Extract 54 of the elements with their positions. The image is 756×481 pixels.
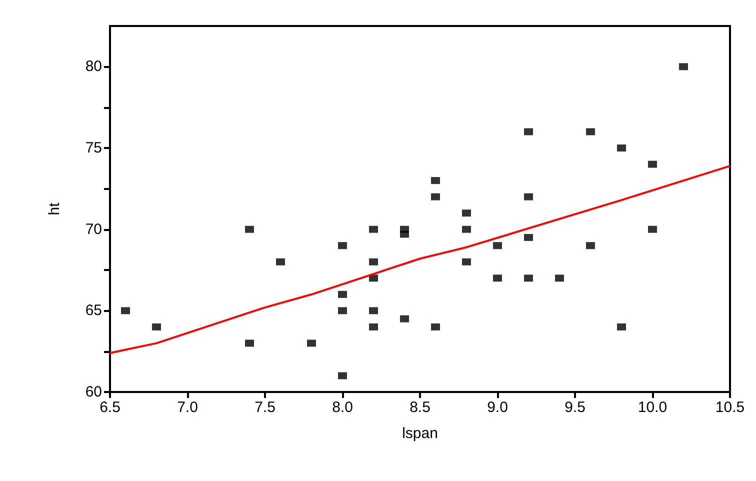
x-tick-label: 7.5 bbox=[254, 399, 276, 416]
point bbox=[648, 226, 657, 233]
point bbox=[307, 340, 316, 347]
point bbox=[245, 226, 254, 233]
point bbox=[338, 372, 347, 380]
point bbox=[524, 193, 533, 200]
y-tick-label: 80 bbox=[85, 58, 102, 76]
point bbox=[586, 128, 595, 136]
point bbox=[369, 226, 378, 233]
y-tick-label: 65 bbox=[85, 302, 102, 320]
y-tick-label: 70 bbox=[85, 220, 102, 238]
point bbox=[369, 274, 378, 282]
point bbox=[121, 307, 130, 314]
point bbox=[245, 340, 254, 347]
point bbox=[338, 307, 347, 314]
point bbox=[462, 226, 471, 233]
x-tick-label: 10.0 bbox=[638, 399, 668, 416]
y-axis-title: ht bbox=[46, 202, 63, 216]
point bbox=[617, 144, 626, 152]
point bbox=[524, 234, 533, 241]
y-tick-label: 75 bbox=[85, 140, 102, 156]
point bbox=[338, 242, 347, 250]
x-tick-label: 8.5 bbox=[410, 399, 430, 416]
point bbox=[400, 315, 409, 322]
point bbox=[555, 274, 564, 282]
point bbox=[462, 210, 471, 217]
x-tick-label: 7.0 bbox=[177, 399, 198, 416]
point bbox=[431, 177, 440, 184]
point bbox=[369, 307, 378, 314]
x-tick-label: 6.5 bbox=[100, 399, 120, 416]
point bbox=[369, 258, 378, 266]
point bbox=[276, 258, 285, 266]
point bbox=[493, 274, 502, 282]
x-axis-title: lspan bbox=[402, 425, 438, 442]
x-tick-label: 9.0 bbox=[487, 399, 508, 416]
point bbox=[152, 323, 161, 330]
point bbox=[431, 193, 440, 200]
x-tick-label: 9.5 bbox=[564, 399, 586, 416]
x-tick-label: 10.5 bbox=[715, 399, 745, 416]
point bbox=[679, 63, 688, 70]
point bbox=[431, 323, 440, 330]
point bbox=[400, 230, 409, 238]
point bbox=[586, 242, 595, 250]
point bbox=[617, 323, 626, 330]
point bbox=[524, 274, 533, 282]
line-series bbox=[109, 164, 731, 354]
point bbox=[524, 128, 533, 136]
point bbox=[462, 258, 471, 266]
y-tick-label: 60 bbox=[85, 384, 102, 400]
point bbox=[493, 242, 502, 250]
point bbox=[338, 290, 347, 298]
point bbox=[369, 323, 378, 330]
x-tick-label: 8.0 bbox=[332, 399, 353, 416]
point bbox=[648, 160, 657, 168]
